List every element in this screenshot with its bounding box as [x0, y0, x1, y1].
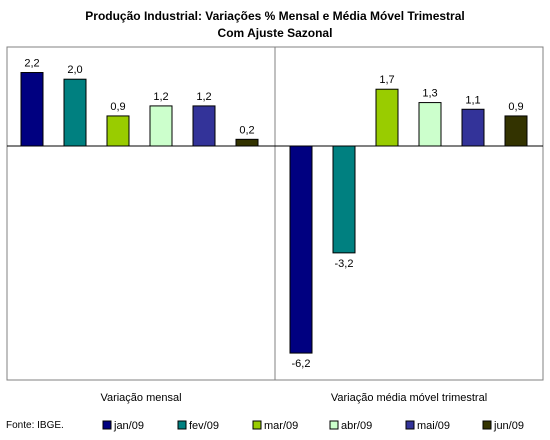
bar-fev-09-0 — [63, 78, 87, 147]
legend-label-mai-09: mai/09 — [417, 420, 450, 432]
bar-mar-09-0 — [106, 115, 130, 147]
value-label-fev-09-0: 2,0 — [67, 64, 82, 76]
value-label-jan-09-1: -6,2 — [292, 358, 311, 370]
value-label-jun-09-1: 0,9 — [508, 101, 523, 113]
bar-abr-09-0 — [149, 105, 173, 147]
value-labels-layer: 2,2 2,0 0,9 1,2 1,2 0,2 -6,2 -3,2 1,7 1,3 1,1 0,9 — [24, 58, 523, 371]
legend: jan/09 fev/09 mar/09 abr/09 mai/09 jun/09 — [102, 420, 524, 432]
bar-jan-09-1 — [289, 145, 313, 354]
legend-label-abr-09: abr/09 — [341, 420, 372, 432]
value-label-jun-09-0: 0,2 — [239, 124, 254, 136]
legend-label-fev-09: fev/09 — [189, 420, 219, 432]
value-label-mar-09-0: 0,9 — [110, 101, 125, 113]
bar-mai-09-1 — [461, 108, 485, 147]
legend-swatch-jan-09 — [102, 420, 112, 430]
bar-fev-09-1 — [332, 145, 356, 254]
bars-layer — [20, 72, 528, 354]
chart-subtitle: Com Ajuste Sazonal — [218, 26, 333, 40]
value-label-mar-09-1: 1,7 — [379, 74, 394, 86]
chart-title: Produção Industrial: Variações % Mensal … — [85, 9, 464, 23]
legend-label-jun-09: jun/09 — [493, 420, 524, 432]
value-label-jan-09-0: 2,2 — [24, 58, 39, 70]
bar-jan-09-0 — [20, 72, 44, 147]
bar-mar-09-1 — [375, 88, 399, 147]
category-label-1: Variação média móvel trimestral — [331, 392, 487, 404]
bar-jun-09-1 — [504, 115, 528, 147]
value-label-abr-09-0: 1,2 — [153, 91, 168, 103]
legend-swatch-jun-09 — [482, 420, 492, 430]
category-labels-layer: Variação mensal Variação média móvel trim… — [100, 392, 487, 404]
bar-mai-09-0 — [192, 105, 216, 147]
value-label-mai-09-0: 1,2 — [196, 91, 211, 103]
bar-jun-09-0 — [235, 138, 259, 147]
legend-swatch-abr-09 — [329, 420, 339, 430]
legend-label-mar-09: mar/09 — [264, 420, 298, 432]
legend-label-jan-09: jan/09 — [113, 420, 144, 432]
value-label-abr-09-1: 1,3 — [422, 88, 437, 100]
category-label-0: Variação mensal — [100, 392, 181, 404]
legend-swatch-mar-09 — [252, 420, 262, 430]
value-label-fev-09-1: -3,2 — [335, 258, 354, 270]
legend-swatch-fev-09 — [177, 420, 187, 430]
value-label-mai-09-1: 1,1 — [465, 94, 480, 106]
source-note: Fonte: IBGE. — [6, 420, 64, 431]
bar-abr-09-1 — [418, 102, 442, 147]
legend-swatch-mai-09 — [405, 420, 415, 430]
